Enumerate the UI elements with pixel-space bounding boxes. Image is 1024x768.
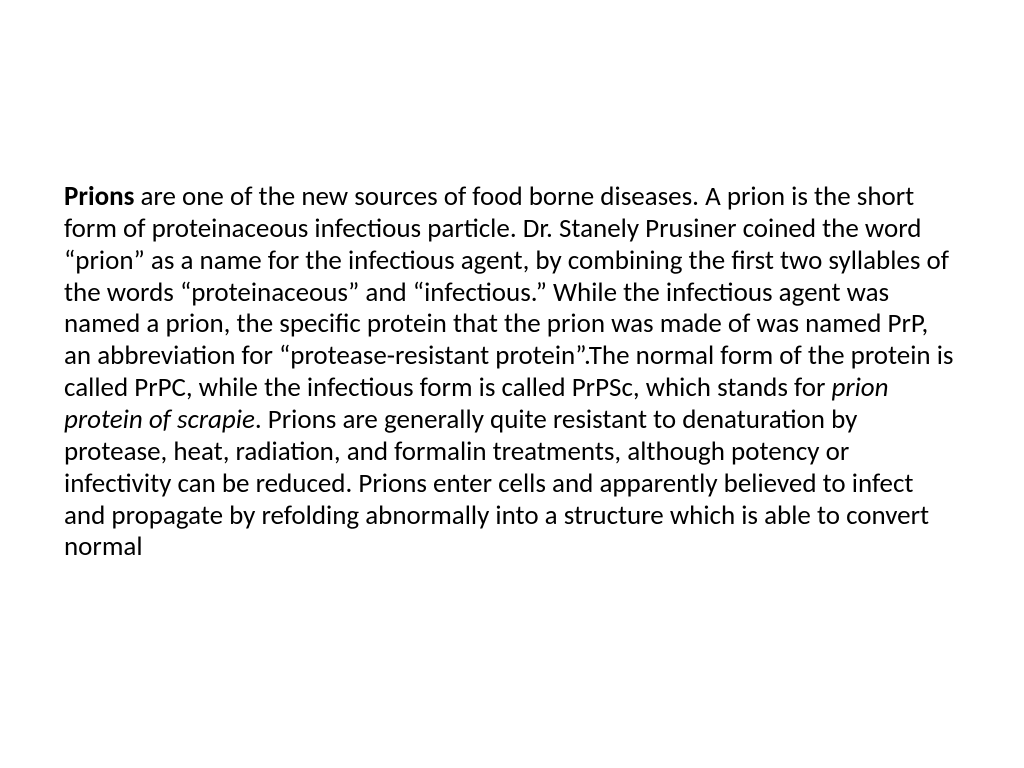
lead-term: Prions [64,180,134,213]
text-part-1: are one of the new sources of food borne… [64,180,953,404]
body-paragraph: Prions are one of the new sources of foo… [64,181,960,563]
slide-container: Prions are one of the new sources of foo… [0,0,1024,768]
